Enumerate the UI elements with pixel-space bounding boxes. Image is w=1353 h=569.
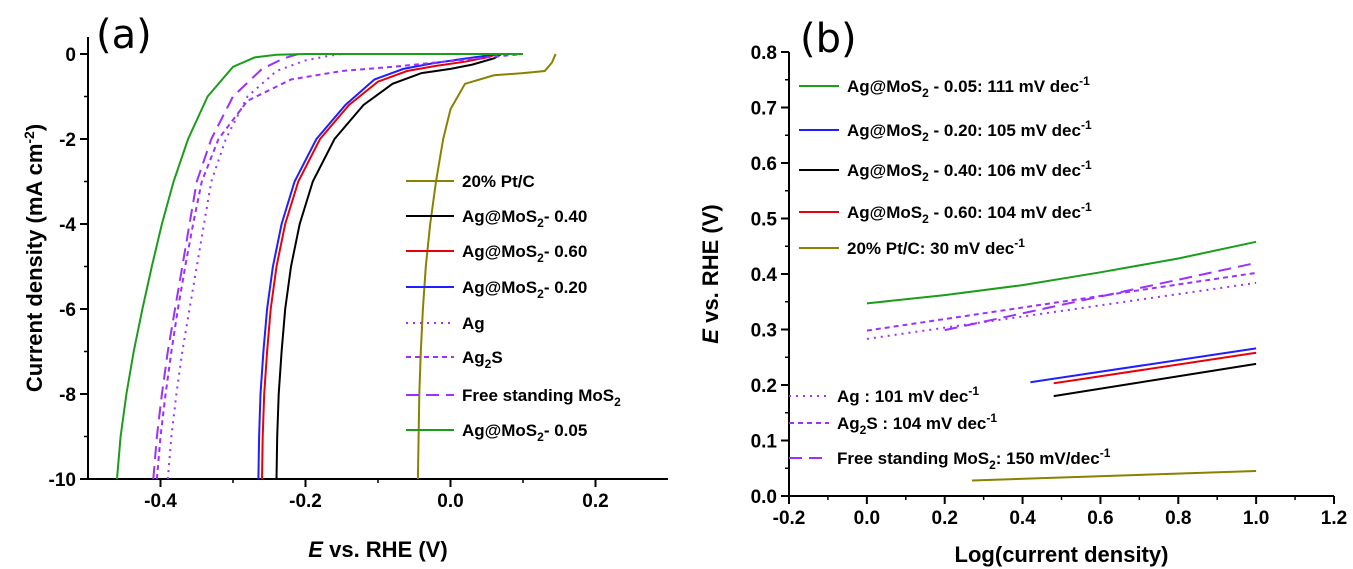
series-line [152,53,299,479]
y-tick-label: 0.3 [751,321,777,342]
series-line [866,271,1257,332]
y-tick-label: -4 [59,215,76,236]
legend-label: Ag@MoS2- 0.05 [462,421,587,444]
y-tick-label: 0.4 [751,265,778,286]
legend-label: Ag@MoS2 - 0.40: 106 mV dec-1 [847,158,1092,184]
chart-panel-a: -0.4 -0.2 0.0 0.2 0 -2 -4 -6 -8 -10 E vs. RHE (V) C… [21,12,668,562]
y-axis-label: E vs. RHE (V) [698,204,723,343]
y-tick-label: 0.2 [751,376,777,397]
series-line [866,281,1257,340]
legend-label: Free standing MoS2: 150 mV/dec-1 [837,446,1111,472]
y-tick-label: 0 [65,45,76,66]
chart-panel-b: -0.2 0.0 0.2 0.4 0.6 0.8 1.0 1.20.00.10.20.30.4… [698,16,1347,567]
y-tick-label: -10 [49,470,76,491]
series-line [1030,347,1257,384]
series-line [261,53,498,479]
series-line [944,261,1257,332]
series-line [971,470,1257,482]
legend-label: Ag@MoS2- 0.20 [462,278,587,301]
legend-label: 20% Pt/C: 30 mV dec-1 [847,236,1025,258]
x-axis-label: Log(current density) [955,542,1169,567]
x-tick-label: 0.6 [1087,508,1113,529]
x-tick-label: 1.0 [1243,508,1269,529]
x-tick-label: 0.4 [1009,508,1036,529]
series-line [275,53,502,479]
series-line [155,53,524,479]
x-tick-label: -0.2 [773,508,806,529]
series-line [166,53,342,479]
x-tick-label: 0.0 [437,491,463,512]
y-tick-label: -6 [59,300,76,321]
legend-label: Ag@MoS2- 0.60 [462,242,587,265]
legend-label: Ag@MoS2 - 0.60: 104 mV dec-1 [847,200,1092,226]
x-tick-label: 0.0 [854,508,880,529]
x-tick-label: -0.4 [144,491,177,512]
series-line [116,53,523,479]
x-axis-label: E vs. RHE (V) [308,537,447,562]
x-tick-label: -0.2 [289,491,322,512]
series-line [1053,362,1257,398]
series-line [257,53,495,479]
y-tick-label: 0.0 [751,487,777,508]
panel-label: (a) [96,12,152,58]
legend-label: Ag@MoS2 - 0.05: 111 mV dec-1 [847,74,1090,100]
y-tick-label: 0.7 [751,99,777,120]
legend-label: Ag@MoS2 - 0.20: 105 mV dec-1 [847,118,1092,144]
x-tick-label: 0.2 [582,491,608,512]
panel-label: (b) [800,16,857,62]
y-tick-label: 0.6 [751,154,777,175]
x-tick-label: 0.2 [932,508,958,529]
series-line [1053,351,1257,385]
y-tick-label: 0.5 [751,210,778,231]
legend-label: Free standing MoS2 [462,386,621,409]
legend-label: Ag@MoS2- 0.40 [462,207,587,230]
y-tick-label: 0.8 [751,43,777,64]
x-tick-label: 1.2 [1321,508,1347,529]
legend-label: Ag [462,314,485,333]
series-line [416,53,557,479]
legend-label: Ag : 101 mV dec-1 [837,384,979,406]
series-line [866,240,1257,305]
y-tick-label: 0.1 [751,432,778,453]
y-axis-label: Current density (mA cm-2) [21,124,47,392]
legend-label: 20% Pt/C [462,172,535,191]
y-tick-label: -2 [59,130,76,151]
y-tick-label: -8 [59,385,76,406]
legend-label: Ag2S : 104 mV dec-1 [837,411,997,437]
x-tick-label: 0.8 [1165,508,1191,529]
legend-label: Ag2S [462,348,503,371]
